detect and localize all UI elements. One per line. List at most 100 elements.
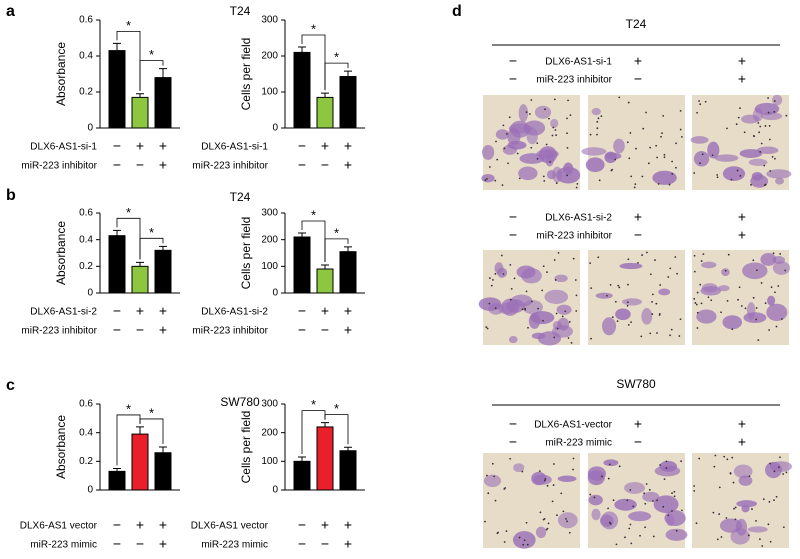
micrograph bbox=[690, 94, 792, 190]
pore bbox=[767, 111, 770, 114]
cell-cluster bbox=[722, 315, 743, 330]
condition-sign: − bbox=[136, 157, 144, 173]
pore bbox=[627, 258, 630, 261]
pore bbox=[523, 539, 526, 542]
condition-sign: − bbox=[298, 322, 306, 338]
pore bbox=[609, 283, 612, 286]
pore bbox=[542, 518, 545, 521]
pore bbox=[565, 517, 567, 520]
pore bbox=[614, 300, 617, 303]
y-axis-label: Absorbance bbox=[54, 415, 68, 479]
condition-sign: − bbox=[509, 209, 517, 225]
cell-cluster bbox=[761, 112, 783, 121]
condition-name: miR-223 inhibitor bbox=[192, 326, 268, 337]
pore bbox=[640, 335, 643, 338]
pore bbox=[608, 521, 611, 524]
micrograph bbox=[481, 95, 581, 190]
pore bbox=[761, 545, 764, 547]
pore bbox=[614, 158, 617, 161]
significance-bracket bbox=[324, 414, 349, 445]
pore bbox=[644, 526, 646, 529]
pore bbox=[649, 273, 652, 276]
pore bbox=[671, 510, 673, 512]
pore bbox=[488, 277, 491, 279]
cell-cluster bbox=[604, 151, 617, 164]
pore bbox=[497, 531, 499, 534]
pore bbox=[645, 111, 647, 114]
pore bbox=[555, 312, 558, 315]
significance-star: * bbox=[126, 401, 131, 416]
pore bbox=[716, 176, 719, 179]
cell-cluster bbox=[588, 494, 603, 506]
error-bar bbox=[136, 261, 144, 267]
significance-star: * bbox=[311, 21, 316, 36]
bar bbox=[339, 450, 357, 491]
significance-bracket bbox=[324, 62, 349, 91]
cell-cluster bbox=[531, 471, 547, 486]
pore bbox=[629, 132, 632, 134]
pore bbox=[700, 302, 703, 305]
pore bbox=[679, 109, 682, 112]
pore bbox=[663, 478, 666, 480]
pore bbox=[569, 114, 572, 117]
pore bbox=[561, 315, 564, 318]
cell-cluster bbox=[528, 313, 541, 329]
cell-cluster bbox=[665, 528, 688, 541]
pore bbox=[516, 152, 519, 155]
pore bbox=[590, 337, 592, 340]
pore bbox=[665, 467, 668, 470]
pore bbox=[657, 183, 660, 185]
pore bbox=[494, 272, 497, 275]
cell-cluster bbox=[707, 141, 720, 159]
pore bbox=[758, 131, 761, 134]
condition-name: DLX6-AS1-si-2 bbox=[545, 213, 612, 224]
pore bbox=[598, 179, 601, 182]
pore bbox=[518, 536, 521, 539]
pore bbox=[726, 458, 729, 461]
error-bar bbox=[344, 246, 352, 252]
pore bbox=[493, 475, 496, 478]
pore bbox=[618, 465, 621, 468]
pore bbox=[612, 499, 615, 502]
pore bbox=[770, 286, 773, 289]
pore bbox=[768, 125, 771, 127]
y-tick-label: 0.4 bbox=[79, 51, 93, 62]
cell-cluster bbox=[622, 298, 642, 306]
significance-star: * bbox=[149, 405, 154, 420]
cell-cluster bbox=[613, 138, 625, 154]
significance-bracket bbox=[301, 34, 326, 91]
pore bbox=[510, 287, 513, 290]
pore bbox=[484, 520, 486, 523]
pore bbox=[771, 156, 774, 158]
pore bbox=[566, 520, 568, 523]
condition-name: DLX6-AS1-si-2 bbox=[201, 307, 268, 318]
pore bbox=[658, 314, 661, 316]
pore bbox=[500, 254, 503, 257]
pore bbox=[522, 543, 525, 546]
pore bbox=[597, 256, 600, 259]
error-bar bbox=[136, 93, 144, 98]
condition-name: miR-223 inhibitor bbox=[536, 75, 612, 86]
pore bbox=[693, 172, 696, 174]
pore bbox=[626, 304, 629, 307]
pore bbox=[716, 174, 719, 176]
pore bbox=[553, 463, 555, 465]
pore bbox=[494, 179, 497, 182]
cell-cluster bbox=[766, 169, 792, 179]
condition-sign: + bbox=[159, 322, 167, 338]
cell-cluster bbox=[652, 170, 677, 185]
condition-sign: + bbox=[344, 517, 352, 533]
pore bbox=[772, 252, 775, 255]
pore bbox=[695, 522, 698, 525]
error-bar bbox=[344, 446, 352, 451]
pore bbox=[572, 457, 575, 460]
pore bbox=[627, 324, 630, 326]
pore bbox=[646, 251, 648, 254]
pore bbox=[680, 460, 683, 463]
pore bbox=[543, 479, 546, 482]
pore bbox=[560, 492, 563, 495]
pore bbox=[575, 310, 578, 312]
pore bbox=[554, 279, 557, 281]
cell-cluster bbox=[494, 262, 504, 275]
pore bbox=[553, 98, 556, 101]
